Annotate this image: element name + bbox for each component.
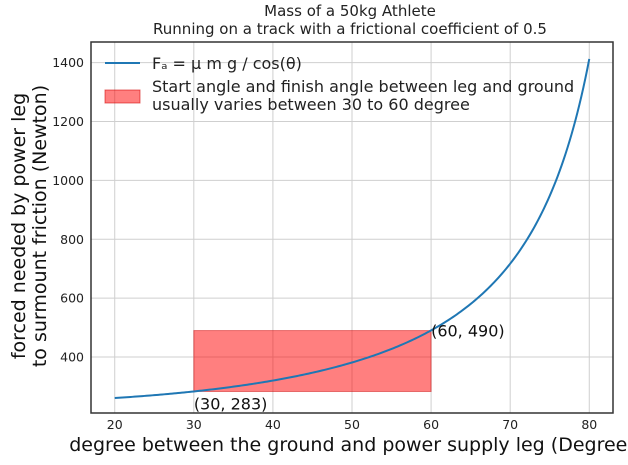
shaded-region — [193, 330, 432, 393]
chart-title: Mass of a 50kg Athlete — [264, 2, 436, 20]
x-tick-label: 50 — [344, 417, 360, 432]
y-tick-label: 1000 — [52, 173, 84, 188]
legend-patch-label-line1: Start angle and finish angle between leg… — [152, 77, 574, 96]
x-tick-label: 70 — [502, 417, 518, 432]
x-tick-label: 40 — [265, 417, 281, 432]
series-layer — [114, 58, 591, 399]
x-tick-label: 60 — [423, 417, 439, 432]
x-tick-label: 20 — [107, 417, 123, 432]
annotation-layer: (30, 283) (60, 490) — [194, 322, 505, 414]
y-tick-label: 1400 — [52, 55, 84, 70]
annotation-end: (60, 490) — [431, 322, 505, 341]
x-tick-label: 80 — [581, 417, 597, 432]
chart-subtitle: Running on a track with a frictional coe… — [153, 20, 547, 38]
x-tick-label: 30 — [186, 417, 202, 432]
y-axis-label-line2: to surmount friction (Newton) — [29, 85, 51, 367]
legend-line-label: Fₐ = μ m g / cos(θ) — [152, 54, 302, 73]
y-tick-label: 800 — [60, 232, 84, 247]
series-line — [114, 58, 591, 399]
y-axis-label-line1: forced needed by power leg — [8, 93, 30, 359]
plot-frame — [90, 41, 614, 414]
x-axis-label: degree between the ground and power supp… — [69, 434, 628, 456]
legend-patch-label-line2: usually varies between 30 to 60 degree — [152, 95, 470, 114]
y-tick-label: 1200 — [52, 114, 84, 129]
tick-labels: 20 30 40 50 60 70 80 400 600 800 1000 1200 1400 — [52, 55, 597, 432]
legend: Fₐ = μ m g / cos(θ) Start angle and fini… — [104, 54, 574, 114]
y-tick-label: 400 — [60, 350, 84, 365]
shaded-region-layer — [193, 330, 432, 393]
legend-patch-swatch — [104, 89, 141, 104]
annotation-start: (30, 283) — [194, 395, 268, 414]
y-tick-label: 600 — [60, 291, 84, 306]
